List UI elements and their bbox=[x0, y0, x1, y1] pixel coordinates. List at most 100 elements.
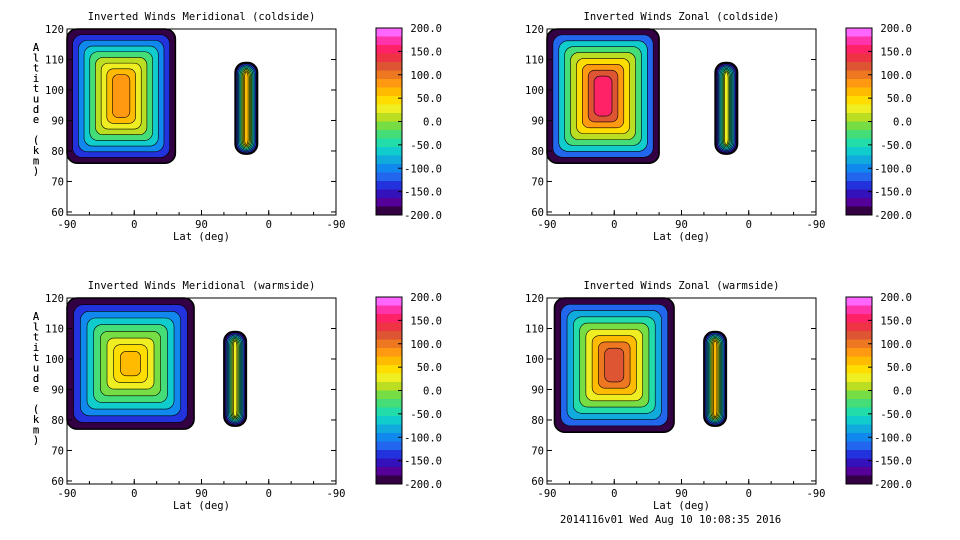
colorbar-swatch bbox=[376, 206, 402, 216]
y-axis-label-char: A bbox=[33, 311, 40, 323]
y-axis-label-char: ( bbox=[33, 135, 39, 147]
colorbar-swatch bbox=[376, 172, 402, 182]
colorbar-swatch bbox=[376, 147, 402, 156]
colorbar-swatch bbox=[376, 424, 402, 434]
colorbar-swatch bbox=[846, 70, 872, 80]
y-tick-label: 80 bbox=[51, 415, 64, 427]
x-tick-label: 0 bbox=[746, 488, 752, 500]
y-tick-label: 90 bbox=[51, 115, 64, 127]
colorbar-swatch bbox=[846, 382, 872, 391]
colorbar-label: -50.0 bbox=[410, 409, 442, 421]
colorbar-swatch bbox=[376, 138, 402, 148]
colorbar-swatch bbox=[376, 130, 402, 139]
colorbar-label: -100.0 bbox=[404, 163, 442, 175]
colorbar-swatch bbox=[376, 467, 402, 476]
colorbar-label: 100.0 bbox=[410, 70, 442, 82]
colorbar-label: -100.0 bbox=[874, 432, 912, 444]
colorbar-label: -200.0 bbox=[404, 210, 442, 222]
y-tick-label: 90 bbox=[531, 384, 544, 396]
contour-region bbox=[66, 297, 195, 430]
y-axis-label-char: A bbox=[33, 311, 40, 323]
contour-band bbox=[724, 71, 729, 145]
y-axis-label-char: ( bbox=[33, 135, 39, 147]
colorbar-label: -150.0 bbox=[404, 456, 442, 468]
y-axis-label-char: e bbox=[33, 114, 39, 126]
colorbar-swatch bbox=[846, 356, 872, 366]
y-tick-label: 110 bbox=[45, 323, 64, 335]
y-axis-label-char: u bbox=[33, 363, 39, 375]
y-axis-label-char: t bbox=[33, 332, 39, 344]
colorbar: 200.0 150.0 100.0 50.0 0.0 -50.0 -100.0 -150.0 -… bbox=[845, 292, 912, 491]
y-axis-label-char: t bbox=[33, 63, 39, 75]
contour-band bbox=[112, 74, 131, 118]
y-axis-label-char: t bbox=[33, 352, 39, 364]
colorbar-swatch bbox=[376, 322, 402, 332]
y-tick-label: 110 bbox=[525, 323, 544, 335]
colorbar-swatch bbox=[376, 356, 402, 366]
colorbar-swatch bbox=[846, 322, 872, 332]
x-tick-label: -90 bbox=[58, 219, 77, 231]
contour-band bbox=[233, 340, 238, 417]
colorbar-label: 0.0 bbox=[893, 386, 912, 398]
chart-title: Inverted Winds Meridional (coldside) bbox=[88, 11, 316, 23]
colorbar-swatch bbox=[846, 79, 872, 88]
y-axis-label-char: d bbox=[33, 104, 39, 116]
colorbar-swatch bbox=[846, 373, 872, 383]
colorbar-swatch bbox=[846, 458, 872, 468]
y-tick-label: 110 bbox=[45, 54, 64, 66]
colorbar-swatch bbox=[376, 62, 402, 71]
colorbar-swatch bbox=[846, 62, 872, 71]
y-tick-label: 90 bbox=[531, 115, 544, 127]
colorbar-swatch bbox=[376, 314, 402, 323]
chart-title: Inverted Winds Zonal (coldside) bbox=[584, 11, 780, 23]
colorbar-swatch bbox=[846, 28, 872, 37]
colorbar-swatch bbox=[376, 339, 402, 349]
colorbar-label: 150.0 bbox=[410, 315, 442, 327]
y-tick-label: 120 bbox=[525, 293, 544, 305]
chart-panel-3: Inverted Winds Meridional (warmside) -90 0… bbox=[33, 280, 442, 512]
y-axis-label-char: i bbox=[33, 73, 39, 85]
y-axis-label-char: m bbox=[33, 424, 39, 436]
y-axis-label-char: d bbox=[33, 373, 39, 385]
y-axis-label-char: u bbox=[33, 94, 39, 106]
colorbar-swatch bbox=[846, 164, 872, 173]
x-axis-label: Lat (deg) bbox=[173, 500, 230, 512]
colorbar-label: 200.0 bbox=[410, 23, 442, 35]
colorbar-swatch bbox=[846, 475, 872, 485]
colorbar-label: 0.0 bbox=[423, 117, 442, 129]
colorbar-swatch bbox=[846, 424, 872, 434]
contour-band bbox=[244, 71, 249, 145]
colorbar-swatch bbox=[376, 297, 402, 306]
y-axis-label-char: t bbox=[33, 63, 39, 75]
colorbar-swatch bbox=[846, 305, 872, 315]
x-tick-label: -90 bbox=[327, 219, 346, 231]
y-axis-label-char: i bbox=[33, 73, 39, 85]
colorbar-swatch bbox=[376, 373, 402, 383]
colorbar-swatch bbox=[846, 390, 872, 400]
colorbar-swatch bbox=[846, 450, 872, 459]
contour-band bbox=[713, 340, 718, 417]
colorbar-swatch bbox=[846, 331, 872, 340]
x-tick-label: 90 bbox=[675, 488, 688, 500]
chart-title: Inverted Winds Meridional (warmside) bbox=[88, 280, 316, 292]
colorbar-swatch bbox=[846, 407, 872, 417]
y-axis-label-char: l bbox=[33, 52, 39, 64]
y-axis-label-char: u bbox=[33, 94, 39, 106]
y-axis-label-char: m bbox=[33, 155, 39, 167]
chart-panel-2: Inverted Winds Zonal (coldside) -90 0 90 0 -9… bbox=[33, 11, 912, 243]
y-tick-label: 60 bbox=[531, 476, 544, 488]
colorbar-swatch bbox=[376, 104, 402, 114]
colorbar-swatch bbox=[376, 113, 402, 122]
y-axis-label-char: ) bbox=[33, 166, 39, 178]
colorbar-swatch bbox=[376, 53, 402, 63]
colorbar-swatch bbox=[846, 198, 872, 207]
contour-band bbox=[593, 75, 613, 117]
x-tick-label: 0 bbox=[746, 219, 752, 231]
x-tick-label: 0 bbox=[266, 488, 272, 500]
y-axis-label-char: m bbox=[33, 155, 39, 167]
contour-region bbox=[234, 61, 259, 155]
y-axis-label-char: d bbox=[33, 104, 39, 116]
colorbar-swatch bbox=[376, 382, 402, 391]
